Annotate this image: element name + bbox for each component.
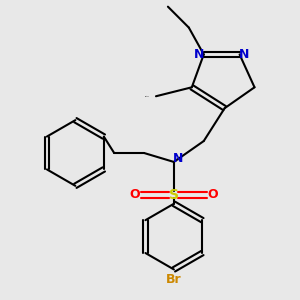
Text: O: O	[207, 188, 218, 201]
Text: N: N	[239, 48, 249, 61]
Text: N: N	[194, 48, 205, 61]
Text: N: N	[173, 152, 184, 166]
Text: S: S	[169, 188, 179, 202]
Text: methyl: methyl	[145, 96, 149, 97]
Text: O: O	[130, 188, 140, 201]
Text: Br: Br	[166, 273, 182, 286]
